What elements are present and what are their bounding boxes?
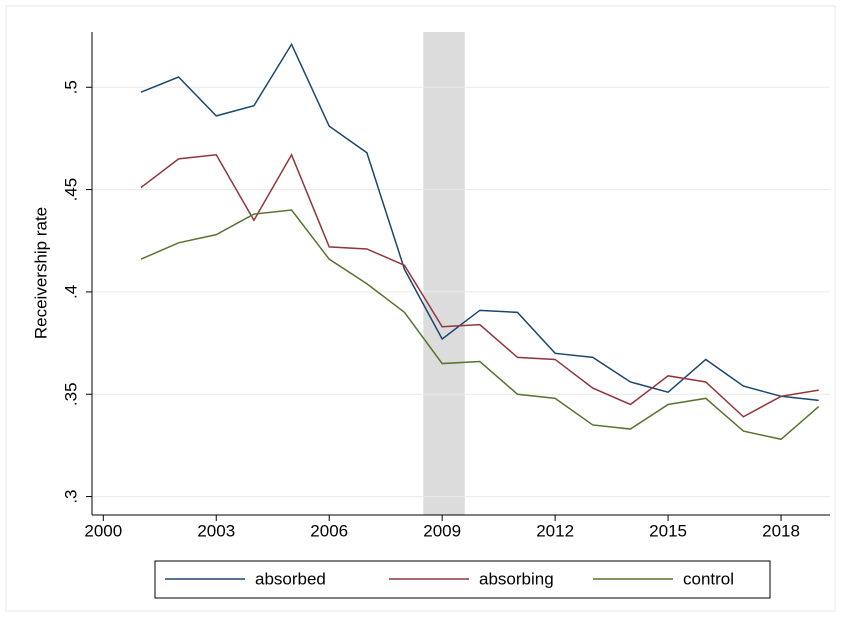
x-tick-label: 2012 (536, 521, 574, 540)
legend-label: absorbed (255, 569, 326, 588)
series-line (140, 209, 820, 441)
y-tick-label: .35 (61, 382, 80, 406)
graph-region (5, 5, 836, 612)
y-tick-label: .45 (61, 178, 80, 202)
x-tick-label: 2006 (310, 521, 348, 540)
y-tick-label: .3 (61, 489, 80, 503)
y-axis-title: Receivership rate (31, 207, 50, 339)
x-tick-label: 2009 (423, 521, 461, 540)
legend-label: absorbing (479, 569, 554, 588)
legend-label: control (683, 569, 734, 588)
x-tick-label: 2000 (84, 521, 122, 540)
y-tick-label: .5 (61, 80, 80, 94)
series-line (140, 42, 819, 402)
x-tick-label: 2015 (649, 521, 687, 540)
y-tick-label: .4 (61, 285, 80, 299)
recession-shade (423, 32, 465, 515)
x-tick-label: 2003 (197, 521, 235, 540)
x-tick-label: 2018 (762, 521, 800, 540)
series-line (140, 153, 819, 418)
